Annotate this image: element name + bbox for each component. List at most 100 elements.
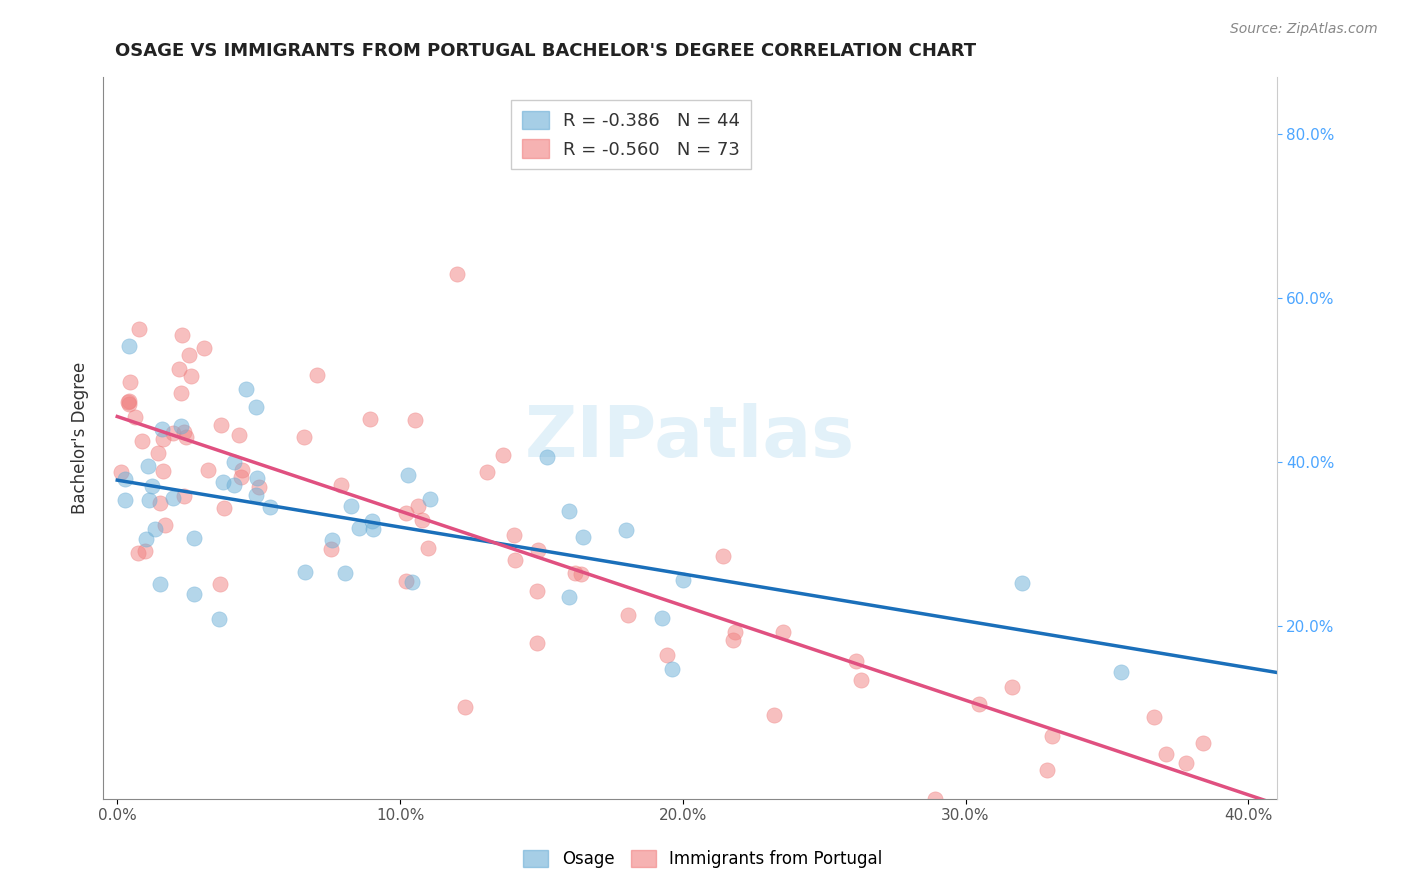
Immigrants from Portugal [153,518,176,533]
Immigrants from Portugal [924,791,946,805]
Immigrants from Portugal [231,469,253,483]
Osage [143,522,166,536]
Osage [672,573,695,587]
Osage [235,382,257,396]
Immigrants from Portugal [180,369,202,384]
Immigrants from Portugal [307,368,329,383]
Osage [208,612,231,626]
Osage [321,533,343,547]
Immigrants from Portugal [120,375,142,389]
Osage [651,611,673,625]
Osage [183,531,205,545]
Osage [135,532,157,546]
Immigrants from Portugal [503,553,526,567]
Osage [114,472,136,486]
Immigrants from Portugal [1001,680,1024,694]
Immigrants from Portugal [711,549,734,564]
Immigrants from Portugal [149,496,172,510]
Immigrants from Portugal [1154,747,1177,761]
Immigrants from Portugal [564,566,586,580]
Osage [294,566,316,580]
Immigrants from Portugal [1191,736,1213,750]
Immigrants from Portugal [170,328,193,343]
Immigrants from Portugal [152,432,174,446]
Immigrants from Portugal [228,428,250,442]
Osage [419,491,441,506]
Immigrants from Portugal [721,632,744,647]
Osage [162,491,184,505]
Immigrants from Portugal [502,528,524,542]
Osage [347,520,370,534]
Osage [361,522,384,536]
Osage [361,515,384,529]
Immigrants from Portugal [209,576,232,591]
Immigrants from Portugal [292,430,315,444]
Immigrants from Portugal [124,409,146,424]
Immigrants from Portugal [967,698,990,712]
Immigrants from Portugal [772,625,794,640]
Osage [333,566,356,581]
Immigrants from Portugal [845,654,868,668]
Immigrants from Portugal [162,425,184,440]
Immigrants from Portugal [395,506,418,520]
Osage [536,450,558,465]
Immigrants from Portugal [177,348,200,362]
Osage [614,523,637,537]
Immigrants from Portugal [527,542,550,557]
Osage [150,422,173,436]
Immigrants from Portugal [418,541,440,555]
Immigrants from Portugal [1035,763,1057,777]
Immigrants from Portugal [110,465,132,479]
Immigrants from Portugal [526,584,548,599]
Osage [114,493,136,508]
Immigrants from Portugal [247,480,270,494]
Osage [183,587,205,601]
Immigrants from Portugal [569,567,592,582]
Immigrants from Portugal [197,463,219,477]
Osage [149,577,172,591]
Immigrants from Portugal [118,393,141,408]
Immigrants from Portugal [411,513,433,527]
Immigrants from Portugal [134,544,156,558]
Immigrants from Portugal [209,417,232,432]
Legend: Osage, Immigrants from Portugal: Osage, Immigrants from Portugal [517,843,889,875]
Immigrants from Portugal [169,361,191,376]
Immigrants from Portugal [492,448,515,462]
Immigrants from Portugal [146,446,169,460]
Immigrants from Portugal [617,607,640,622]
Immigrants from Portugal [1142,709,1164,723]
Osage [222,455,245,469]
Immigrants from Portugal [127,546,149,560]
Immigrants from Portugal [128,322,150,336]
Immigrants from Portugal [152,464,174,478]
Immigrants from Portugal [475,465,498,479]
Immigrants from Portugal [762,707,785,722]
Osage [141,479,163,493]
Osage [245,488,267,502]
Osage [259,500,281,514]
Osage [245,401,267,415]
Immigrants from Portugal [526,636,548,650]
Osage [571,530,593,544]
Immigrants from Portugal [395,574,418,589]
Immigrants from Portugal [117,395,139,409]
Text: Source: ZipAtlas.com: Source: ZipAtlas.com [1230,22,1378,37]
Immigrants from Portugal [173,425,195,439]
Text: OSAGE VS IMMIGRANTS FROM PORTUGAL BACHELOR'S DEGREE CORRELATION CHART: OSAGE VS IMMIGRANTS FROM PORTUGAL BACHEL… [115,42,976,60]
Osage [222,477,245,491]
Immigrants from Portugal [1175,756,1198,771]
Immigrants from Portugal [454,699,477,714]
Osage [212,475,235,489]
Immigrants from Portugal [174,430,197,444]
Legend: R = -0.386   N = 44, R = -0.560   N = 73: R = -0.386 N = 44, R = -0.560 N = 73 [510,100,751,169]
Immigrants from Portugal [404,413,426,427]
Immigrants from Portugal [193,341,215,355]
Osage [169,419,191,434]
Osage [1011,575,1033,590]
Osage [246,471,269,485]
Osage [558,591,581,605]
Immigrants from Portugal [359,411,381,425]
Osage [340,499,363,513]
Immigrants from Portugal [849,673,872,687]
Immigrants from Portugal [724,625,747,640]
